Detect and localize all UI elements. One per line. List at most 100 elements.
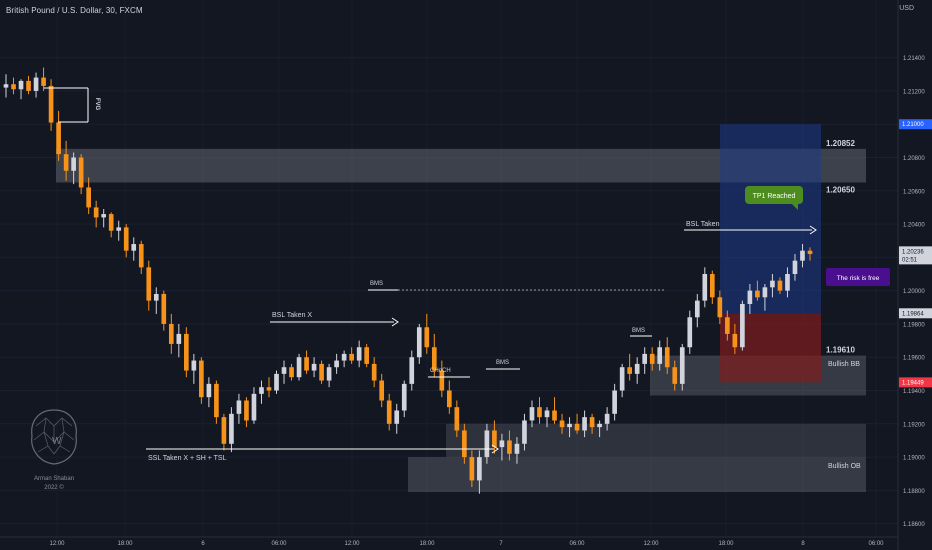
candle[interactable] <box>492 420 497 454</box>
candle[interactable] <box>732 323 738 354</box>
candle[interactable] <box>11 77 16 95</box>
candle[interactable] <box>777 277 783 294</box>
candle[interactable] <box>394 403 400 434</box>
candle[interactable] <box>597 420 602 438</box>
candle[interactable] <box>469 450 475 488</box>
candle[interactable] <box>424 313 430 354</box>
candle[interactable] <box>319 360 324 384</box>
price-label[interactable] <box>899 119 932 130</box>
candle[interactable] <box>401 380 407 418</box>
candle[interactable] <box>18 79 24 100</box>
candle[interactable] <box>770 274 775 298</box>
candle[interactable] <box>687 310 693 354</box>
candle[interactable] <box>409 350 415 391</box>
candle[interactable] <box>507 430 512 461</box>
candle[interactable] <box>146 260 152 311</box>
candle[interactable] <box>191 353 197 384</box>
candle[interactable] <box>176 323 182 358</box>
candle[interactable] <box>755 280 760 301</box>
candle[interactable] <box>56 110 61 161</box>
candle[interactable] <box>274 370 279 394</box>
candle[interactable] <box>236 393 242 424</box>
candle[interactable] <box>679 343 685 391</box>
candle[interactable] <box>477 450 482 494</box>
candle[interactable] <box>792 254 798 281</box>
candle[interactable] <box>184 327 189 378</box>
candle[interactable] <box>649 347 655 371</box>
price-label[interactable] <box>899 308 932 319</box>
candle[interactable] <box>514 437 520 464</box>
candle[interactable] <box>431 333 437 378</box>
candle[interactable] <box>672 360 678 391</box>
candles-layer[interactable] <box>3 67 813 494</box>
candle[interactable] <box>251 387 257 424</box>
candle[interactable] <box>138 240 144 274</box>
candle[interactable] <box>116 220 122 241</box>
candle[interactable] <box>612 383 617 421</box>
candle[interactable] <box>304 350 309 374</box>
candle[interactable] <box>371 357 377 388</box>
candle[interactable] <box>206 377 212 408</box>
candle[interactable] <box>266 377 272 398</box>
candle[interactable] <box>747 283 753 314</box>
candle[interactable] <box>86 177 91 215</box>
candle[interactable] <box>740 300 745 351</box>
candle[interactable] <box>529 400 535 428</box>
candle[interactable] <box>559 413 565 434</box>
price-label[interactable] <box>899 246 932 265</box>
candle[interactable] <box>567 417 572 438</box>
candle[interactable] <box>574 413 580 434</box>
candle[interactable] <box>499 433 505 461</box>
candle[interactable] <box>717 290 723 324</box>
candle[interactable] <box>349 347 354 364</box>
candle[interactable] <box>762 283 768 311</box>
candle[interactable] <box>702 267 708 308</box>
candle[interactable] <box>709 270 715 304</box>
symbol-title[interactable]: British Pound / U.S. Dollar, 30, FXCM <box>6 6 143 15</box>
candle[interactable] <box>214 380 219 424</box>
candle[interactable] <box>379 373 385 408</box>
candle[interactable] <box>522 413 527 451</box>
candle[interactable] <box>439 360 445 398</box>
candle[interactable] <box>446 380 452 414</box>
candle[interactable] <box>619 363 625 398</box>
candle[interactable] <box>123 224 129 258</box>
candle[interactable] <box>63 140 69 181</box>
candle[interactable] <box>48 79 54 131</box>
candle[interactable] <box>259 380 264 404</box>
candle[interactable] <box>153 287 159 314</box>
candle[interactable] <box>454 400 460 438</box>
candle[interactable] <box>694 293 700 328</box>
candle[interactable] <box>582 410 587 438</box>
candle[interactable] <box>71 152 76 185</box>
candle[interactable] <box>807 247 813 261</box>
candle[interactable] <box>161 290 167 331</box>
candle[interactable] <box>664 337 670 374</box>
candle[interactable] <box>484 423 490 464</box>
candle[interactable] <box>78 154 84 195</box>
candle[interactable] <box>800 244 805 268</box>
candle[interactable] <box>785 267 790 298</box>
candle[interactable] <box>544 407 550 428</box>
candle[interactable] <box>725 310 730 341</box>
candle[interactable] <box>356 340 362 368</box>
candle[interactable] <box>326 363 332 388</box>
candle[interactable] <box>341 350 347 368</box>
candle[interactable] <box>589 413 595 434</box>
candle[interactable] <box>364 343 370 368</box>
candle[interactable] <box>386 393 392 431</box>
time-axis[interactable]: 12:00 18:00 6 06:00 12:00 18:00 7 06:00 12:00 18:… <box>0 536 898 547</box>
candle[interactable] <box>604 407 610 431</box>
candle[interactable] <box>229 407 234 453</box>
candle[interactable] <box>199 357 204 404</box>
candle[interactable] <box>41 67 46 91</box>
price-axis[interactable]: 1.21400 1.21200 1.21000 1.20800 1.20600 1.204… <box>897 0 932 550</box>
candle[interactable] <box>334 353 339 374</box>
price-label[interactable] <box>899 377 932 388</box>
candle[interactable] <box>168 313 174 354</box>
candle[interactable] <box>3 74 9 98</box>
candle[interactable] <box>634 357 640 384</box>
candle[interactable] <box>281 360 287 384</box>
candle[interactable] <box>131 237 137 261</box>
